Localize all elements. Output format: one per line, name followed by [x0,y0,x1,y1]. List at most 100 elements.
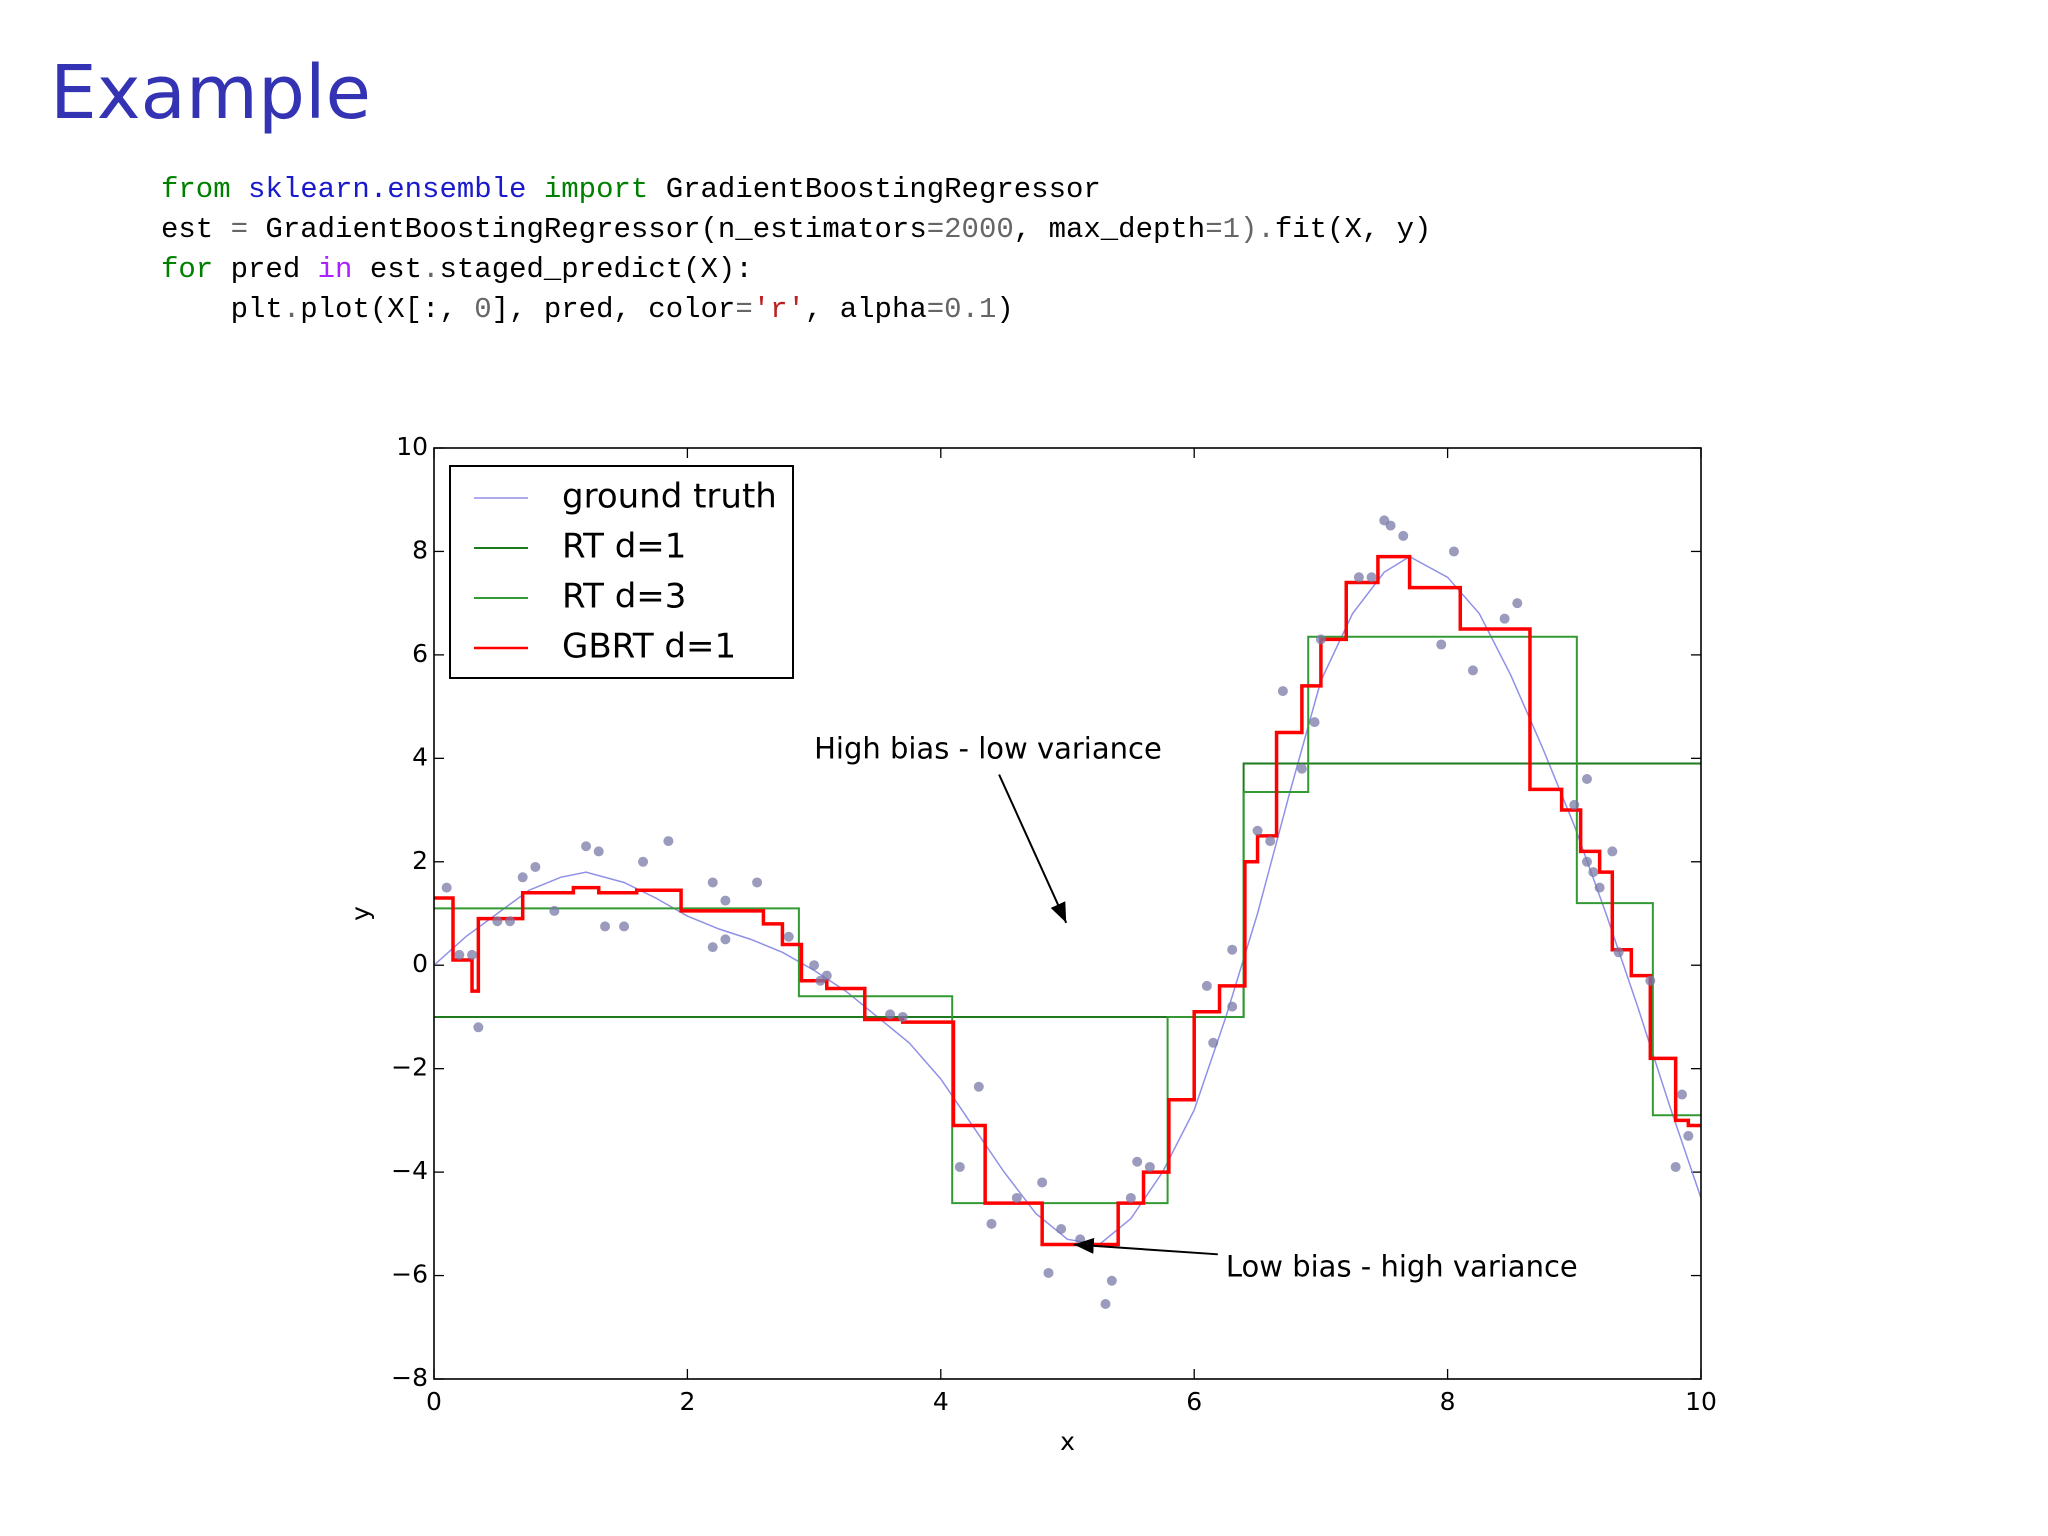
legend-label: ground truth [562,477,777,517]
code-token: staged_predict(X): [439,253,753,286]
code-token: for [161,253,214,286]
data-point [783,931,794,942]
data-point [1588,867,1599,878]
data-point [1037,1177,1048,1188]
x-tick-label: 0 [426,1387,442,1416]
y-tick-label: −4 [391,1156,428,1185]
code-token: GradientBoostingRegressor [665,173,1101,206]
data-point [467,949,478,960]
data-point [1227,1001,1238,1012]
data-point [809,960,820,971]
code-token: sklearn.ensemble [248,173,527,206]
y-tick-label: −6 [391,1260,428,1289]
data-point [1581,856,1592,867]
data-point [530,861,541,872]
data-point [1075,1234,1086,1245]
code-token: 0 [474,293,492,326]
code-line: est = GradientBoostingRegressor(n_estima… [161,210,1431,250]
x-tick-label: 2 [679,1387,695,1416]
x-tick-label: 6 [1186,1387,1202,1416]
data-point [1594,882,1605,893]
code-token: plt [161,293,283,326]
data-point [492,916,503,927]
data-point [1252,825,1263,836]
code-token: ) [996,293,1014,326]
code-token: . [422,253,440,286]
data-point [1043,1267,1054,1278]
code-token: ). [1240,213,1275,246]
y-tick-label: 10 [396,432,428,461]
data-point [1683,1130,1694,1141]
data-point [1296,763,1307,774]
y-axis-label: y [346,906,375,921]
code-token: = [735,293,753,326]
data-point [1056,1224,1067,1235]
code-token: fit(X, y) [1274,213,1432,246]
data-point [1670,1161,1681,1172]
code-token: , max_depth [1013,213,1206,246]
code-block: from sklearn.ensemble import GradientBoo… [161,170,1431,330]
code-token: = [230,213,249,246]
code-token: plot(X[:, [300,293,475,326]
y-tick-label: 0 [412,949,428,978]
data-point [638,856,649,867]
y-tick-label: 6 [412,639,428,668]
data-point [1277,686,1288,697]
data-point [593,846,604,857]
series-line [434,554,1701,1247]
data-point [986,1218,997,1229]
data-point [441,882,452,893]
data-point [707,877,718,888]
data-point [1499,613,1510,624]
data-point [1398,530,1409,541]
x-tick-label: 8 [1440,1387,1456,1416]
data-point [517,872,528,883]
data-point [707,942,718,953]
code-token: =0.1 [926,293,997,326]
data-point [1208,1037,1219,1048]
data-point [720,934,731,945]
code-token: . [282,293,301,326]
y-tick-label: 8 [412,535,428,564]
data-point [1227,944,1238,955]
code-token: from [161,173,249,206]
code-token: est [352,253,423,286]
y-tick-label: −8 [391,1363,428,1392]
data-point [1448,546,1459,557]
data-point [581,841,592,852]
code-line: from sklearn.ensemble import GradientBoo… [161,170,1431,210]
legend-label: RT d=3 [562,577,686,617]
data-point [897,1011,908,1022]
data-point [1309,717,1320,728]
series-line [434,555,1701,1246]
y-tick-label: −2 [391,1053,428,1082]
data-point [454,949,465,960]
x-tick-label: 4 [933,1387,949,1416]
code-token: in [317,253,353,286]
data-point [752,877,763,888]
code-token: =1 [1205,213,1241,246]
annotation-arrow [1073,1237,1218,1256]
y-tick-label: 4 [412,742,428,771]
series-line [434,762,1701,1018]
data-point [1144,1161,1155,1172]
data-point [1366,572,1377,583]
data-point [1265,836,1276,847]
data-point [473,1022,484,1033]
code-token: =2000 [926,213,1014,246]
data-point [505,916,516,927]
legend-label: GBRT d=1 [562,627,736,667]
data-point [1613,947,1624,958]
plot-area [434,515,1701,1310]
data-point [1645,975,1656,986]
code-token: ], pred, color [491,293,736,326]
data-point [885,1009,896,1020]
code-token: import [526,173,666,206]
data-point [1676,1089,1687,1100]
data-point [1201,980,1212,991]
data-point [663,836,674,847]
code-token: , alpha [804,293,927,326]
slide-title: Example [50,50,372,136]
data-point [1125,1192,1136,1203]
